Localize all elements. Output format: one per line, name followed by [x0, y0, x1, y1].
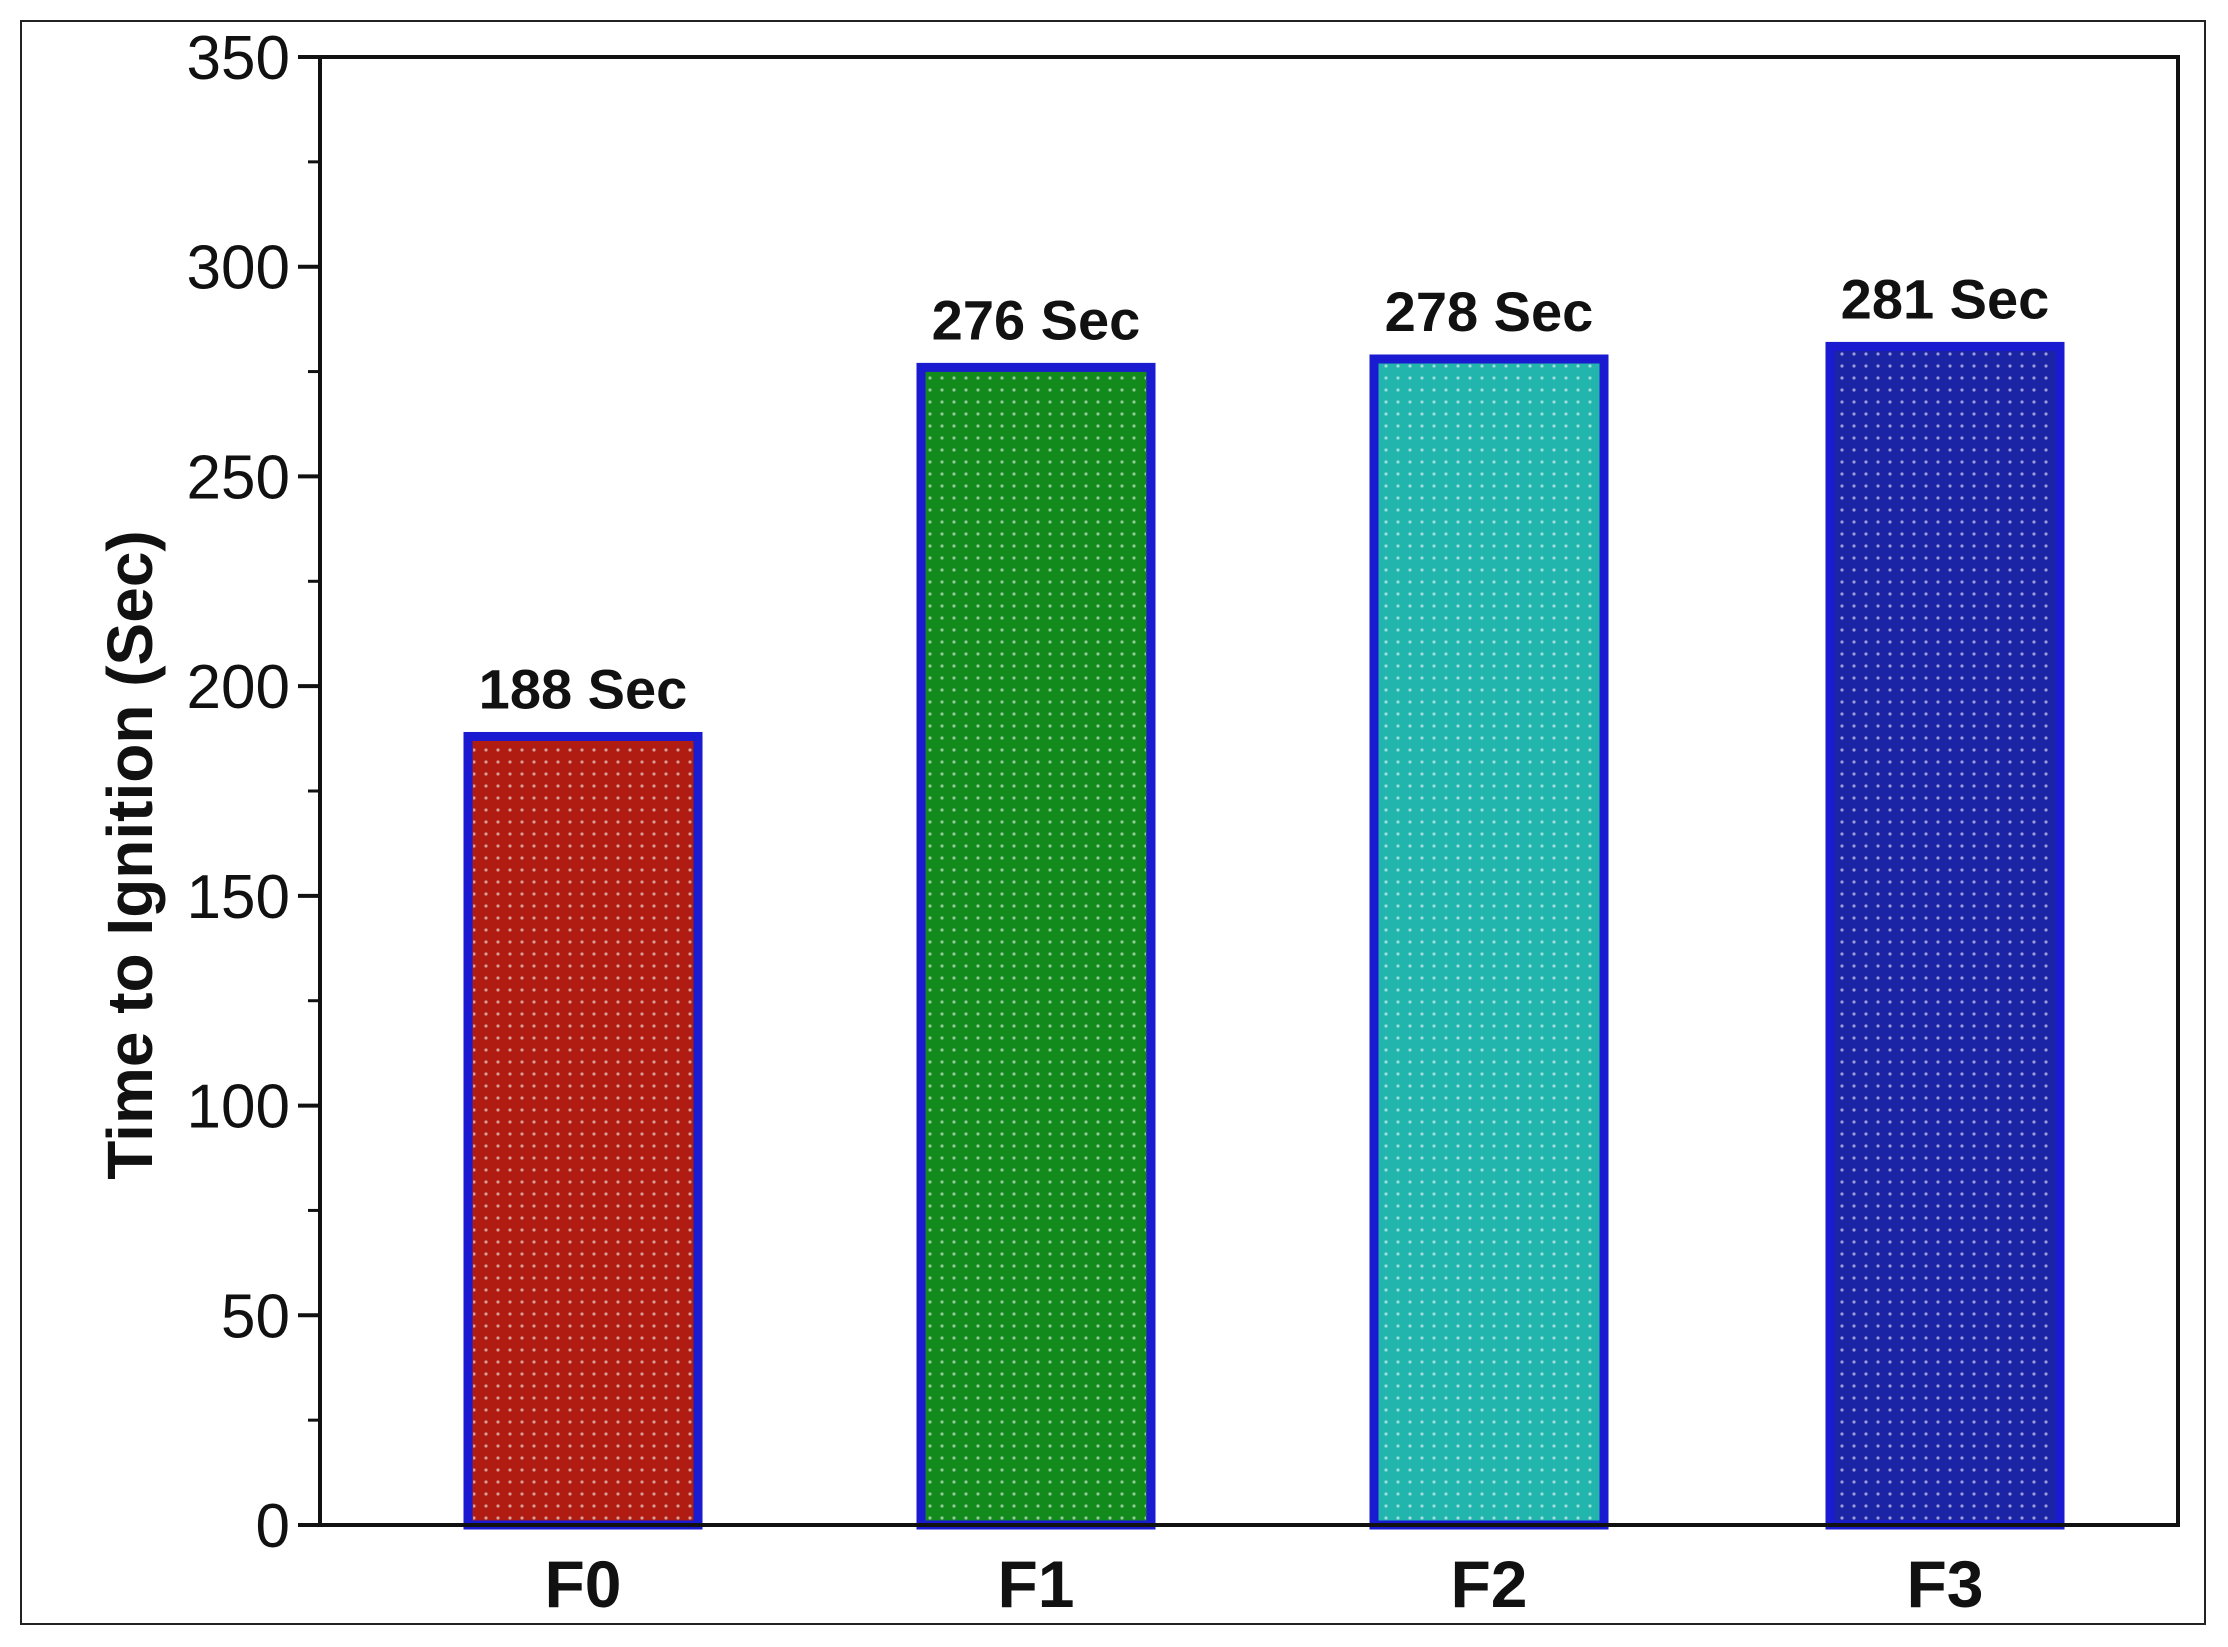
- y-tick-label-200: 200: [187, 653, 290, 722]
- y-tick-label-150: 150: [187, 863, 290, 932]
- x-tick-label-f2: F2: [1450, 1547, 1527, 1621]
- y-tick-label-300: 300: [187, 234, 290, 303]
- data-label-f2: 278 Sec: [1385, 280, 1594, 343]
- x-tick-label-f0: F0: [544, 1547, 621, 1621]
- y-tick-label-50: 50: [221, 1282, 290, 1351]
- y-tick-label-350: 350: [187, 24, 290, 93]
- data-label-f0: 188 Sec: [479, 657, 688, 720]
- y-tick-label-100: 100: [187, 1073, 290, 1142]
- bar-texture-f3: [1835, 351, 2055, 1520]
- axes-layer: [298, 55, 2180, 1527]
- bar-texture-f2: [1379, 363, 1599, 1521]
- x-tick-label-f3: F3: [1906, 1547, 1983, 1621]
- bars-layer: [463, 341, 2065, 1530]
- bar-texture-f1: [926, 372, 1146, 1520]
- bar-texture-f0: [473, 741, 693, 1520]
- y-axis-title: Time to Ignition (Sec): [94, 530, 166, 1180]
- y-tick-label-0: 0: [256, 1492, 290, 1561]
- labels-layer: 188 Sec F0 276 Sec F1 278 Sec F2 281 Sec F3 0 50 1…: [187, 24, 2050, 1621]
- y-tick-label-250: 250: [187, 443, 290, 512]
- data-label-f3: 281 Sec: [1841, 267, 2050, 330]
- x-tick-label-f1: F1: [997, 1547, 1074, 1621]
- data-label-f1: 276 Sec: [932, 288, 1141, 351]
